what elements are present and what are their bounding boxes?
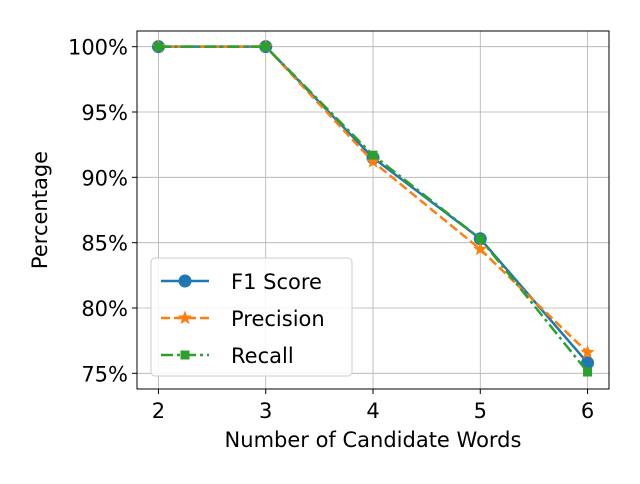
- recall-point: [261, 42, 271, 52]
- data-series: [151, 39, 595, 377]
- y-axis-label: Percentage: [28, 151, 52, 269]
- y-tick-label: 95%: [81, 101, 128, 125]
- legend-f1-score-marker: [178, 274, 192, 288]
- recall-point: [475, 234, 485, 244]
- legend-box: [150, 257, 353, 377]
- legend: F1 Score Precision Recall: [150, 257, 353, 377]
- legend-precision-marker: [177, 310, 193, 325]
- y-tick-label: 80%: [81, 297, 128, 321]
- x-tick-label: 5: [474, 399, 487, 423]
- y-tick-label: 85%: [81, 232, 128, 256]
- legend-precision-label: Precision: [231, 307, 325, 331]
- legend-recall-label: Recall: [231, 344, 294, 368]
- x-tick-label: 4: [366, 399, 379, 423]
- legend-f1-score-label: F1 Score: [231, 270, 322, 294]
- x-tick-label: 2: [152, 399, 165, 423]
- y-tick-label: 90%: [81, 166, 128, 190]
- x-tick-label: 6: [581, 399, 594, 423]
- y-tick-label: 100%: [68, 36, 128, 60]
- x-tick-label: 3: [259, 399, 272, 423]
- legend-recall-marker: [180, 350, 190, 360]
- precision-point: [365, 154, 381, 168]
- precision-point: [580, 344, 595, 359]
- recall-series: [153, 42, 593, 377]
- axis-ticks: 2 3 4 5 6 75% 80% 85% 90% 95% 100%: [68, 36, 594, 423]
- precision-point: [473, 241, 488, 256]
- recall-point: [368, 150, 378, 160]
- y-tick-label: 75%: [81, 362, 128, 386]
- recall-point: [153, 42, 163, 52]
- x-axis-label: Number of Candidate Words: [225, 428, 522, 452]
- recall-point: [583, 367, 593, 377]
